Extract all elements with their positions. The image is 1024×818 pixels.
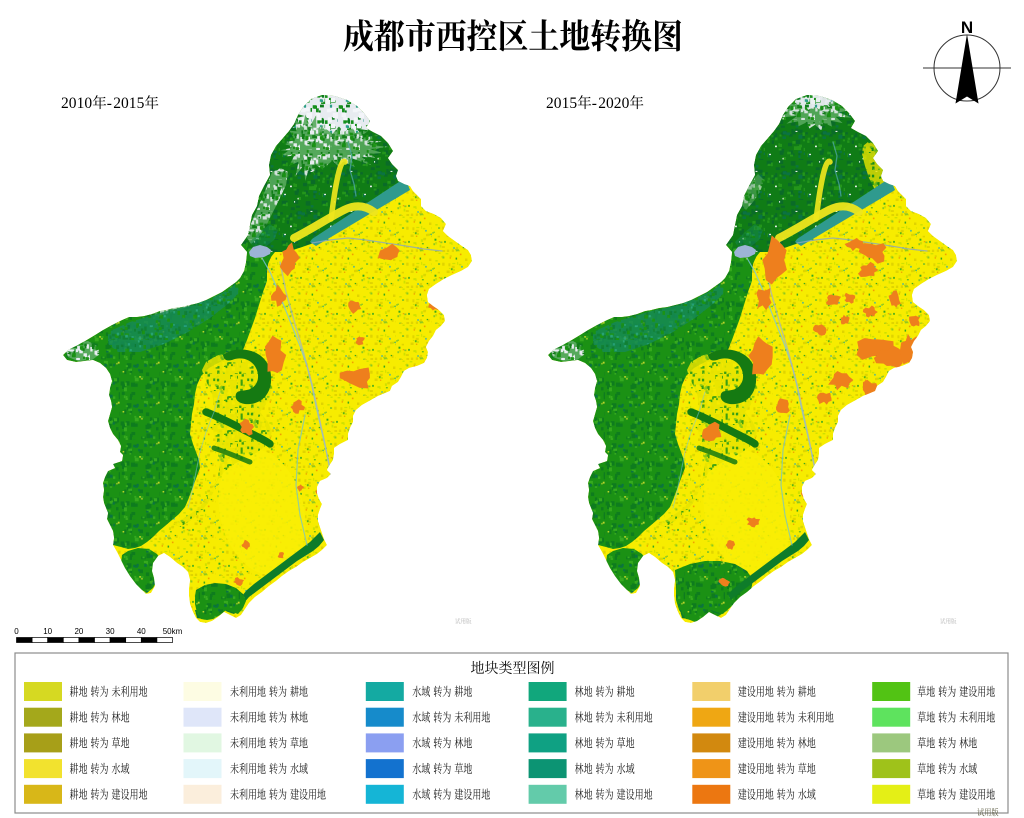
svg-text:2: 2 <box>614 95 622 112</box>
svg-text:30: 30 <box>106 627 115 636</box>
svg-text:N: N <box>961 18 973 37</box>
svg-text:0: 0 <box>121 95 129 112</box>
svg-text:0: 0 <box>14 627 19 636</box>
svg-text:0: 0 <box>606 95 614 112</box>
svg-text:0: 0 <box>69 95 77 112</box>
svg-text:20: 20 <box>74 627 83 636</box>
svg-text:2: 2 <box>113 95 121 112</box>
svg-text:5: 5 <box>569 95 577 112</box>
svg-text:1: 1 <box>562 95 570 112</box>
svg-text:0: 0 <box>622 95 630 112</box>
svg-text:5: 5 <box>137 95 145 112</box>
svg-text:10: 10 <box>43 627 52 636</box>
svg-text:0: 0 <box>84 95 92 112</box>
svg-text:2: 2 <box>598 95 606 112</box>
svg-text:40: 40 <box>137 627 146 636</box>
svg-text:0: 0 <box>554 95 562 112</box>
svg-text:50km: 50km <box>163 627 183 636</box>
svg-text:-: - <box>107 95 112 112</box>
svg-text:2: 2 <box>546 95 554 112</box>
svg-text:-: - <box>592 95 597 112</box>
svg-text:1: 1 <box>129 95 137 112</box>
svg-text:2: 2 <box>61 95 69 112</box>
svg-text:1: 1 <box>77 95 85 112</box>
